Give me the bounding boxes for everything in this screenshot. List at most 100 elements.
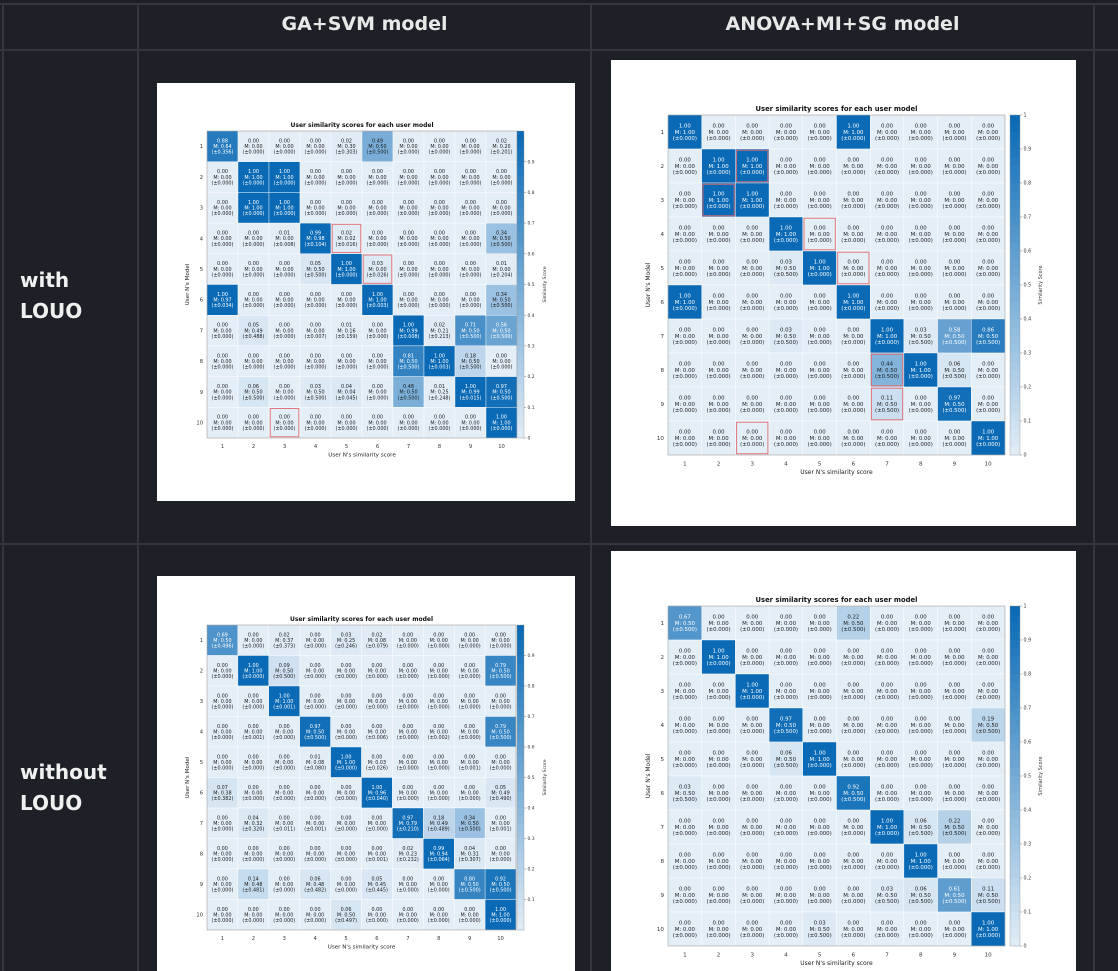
cell-spread-label: (±0.500): [942, 374, 966, 380]
cell-spread-label: (±0.000): [740, 238, 764, 244]
cell-median-label: M: 0.50: [911, 825, 932, 831]
cell-median-label: M: 0.00: [213, 205, 231, 211]
cell-spread-label: (±0.000): [942, 627, 966, 633]
cell-median-label: M: 0.00: [399, 205, 417, 211]
heatmap-cell: [903, 216, 938, 252]
colorbar-segment: [1010, 387, 1020, 396]
x-tick-label: 2: [717, 953, 721, 959]
cell-spread-label: (±0.000): [942, 797, 966, 803]
cell-value-label: 0.06: [248, 384, 259, 390]
heatmap-cell: [330, 624, 362, 656]
cell-value-label: 1.00: [746, 683, 759, 689]
cell-median-label: M: 0.00: [843, 757, 864, 763]
cell-value-label: 0.00: [433, 663, 444, 669]
cell-value-label: 0.97: [402, 815, 413, 821]
cell-value-label: 0.00: [948, 158, 961, 164]
y-tick-label: 4: [660, 723, 664, 729]
cell-median-label: M: 0.00: [399, 699, 417, 705]
cell-median-label: M: 0.00: [708, 130, 729, 136]
cell-median-label: M: 0.00: [978, 757, 999, 763]
cell-value-label: 0.00: [982, 124, 995, 130]
cell-value-label: 0.00: [465, 415, 476, 421]
colorbar-tick-label: 0.6: [528, 251, 535, 257]
cell-value-label: 0.00: [372, 169, 383, 175]
colorbar-segment: [517, 315, 524, 324]
cell-spread-label: (±0.000): [335, 766, 357, 772]
cell-spread-label: (±0.000): [875, 763, 899, 769]
colorbar-segment: [1010, 251, 1020, 260]
cell-median-label: M: 0.23: [399, 851, 417, 857]
cell-value-label: 0.00: [780, 396, 793, 402]
cell-median-label: M: 0.31: [460, 851, 478, 857]
cell-value-label: 0.00: [847, 192, 860, 198]
cell-median-label: M: 0.00: [461, 298, 479, 304]
cell-median-label: M: 0.20: [492, 144, 510, 150]
heatmap-cell: [206, 868, 239, 900]
heatmap-cell: [971, 809, 1006, 845]
cell-spread-label: (±0.026): [366, 766, 388, 772]
cell-median-label: M: 0.00: [368, 821, 386, 827]
colorbar-segment: [1010, 344, 1020, 354]
cell-value-label: 0.00: [248, 292, 259, 298]
colorbar-segment: [1010, 446, 1020, 456]
heatmap-cell: [484, 655, 517, 687]
plot-frame: [206, 624, 517, 931]
cell-value-label: 0.00: [310, 169, 321, 175]
x-tick-label: 7: [885, 953, 889, 959]
cell-median-label: M: 0.00: [843, 368, 864, 374]
cell-spread-label: (±0.000): [706, 865, 730, 871]
cell-spread-label: (±0.015): [460, 395, 482, 401]
cell-spread-label: (±0.000): [740, 933, 764, 939]
col-header-anova: ANOVA+MI+SG model: [725, 13, 960, 35]
cell-value-label: 0.00: [780, 615, 793, 621]
cell-median-label: M: 0.00: [306, 638, 324, 644]
x-tick-label: 3: [750, 953, 754, 959]
cell-value-label: 0.00: [341, 876, 352, 882]
cell-value-label: 0.00: [780, 649, 793, 655]
row-header-line: without: [20, 760, 107, 784]
colorbar-tick-label: 0.3: [528, 836, 535, 842]
cell-value-label: 0.00: [465, 231, 476, 237]
heatmap-cell: [237, 868, 270, 900]
cell-value-label: 0.00: [217, 231, 228, 237]
cell-spread-label: (±0.003): [429, 365, 451, 371]
cell-median-label: M: 0.00: [810, 300, 831, 306]
cell-spread-label: (±0.000): [273, 918, 295, 924]
heatmap-cell: [701, 605, 736, 641]
cell-median-label: M: 0.00: [944, 164, 965, 170]
y-tick-label: 5: [200, 760, 203, 766]
colorbar-segment: [1010, 793, 1020, 802]
cell-spread-label: (±0.232): [397, 857, 419, 863]
y-tick-label: 5: [200, 267, 203, 273]
cell-value-label: 0.00: [341, 169, 352, 175]
cell-spread-label: (±0.000): [335, 735, 357, 741]
heatmap-cell: [423, 284, 456, 316]
cell-spread-label: (±0.011): [273, 827, 295, 833]
cell-spread-label: (±0.000): [273, 735, 295, 741]
cell-value-label: 0.00: [433, 907, 444, 913]
heatmap-cell: [735, 114, 770, 150]
cell-value-label: 0.00: [881, 615, 894, 621]
colorbar-segment: [517, 853, 524, 862]
cell-value-label: 0.58: [948, 328, 961, 334]
colorbar-segment: [1010, 606, 1020, 615]
heatmap-cell: [701, 911, 736, 947]
heatmap-cell: [454, 314, 487, 347]
heatmap-cell: [971, 741, 1006, 777]
cell-value-label: 0.00: [679, 192, 692, 198]
cell-value-label: 0.00: [915, 683, 928, 689]
heatmap-cell: [836, 605, 871, 641]
colorbar-segment: [517, 345, 524, 355]
cell-spread-label: (±0.000): [740, 831, 764, 837]
heatmap-cell: [701, 707, 736, 743]
cell-spread-label: (±0.000): [673, 306, 697, 312]
colorbar-segment: [1010, 268, 1020, 277]
heatmap-cell: [423, 376, 456, 408]
heatmap-cell: [454, 868, 486, 900]
cell-value-label: 0.00: [713, 921, 726, 927]
cell-value-label: 0.00: [847, 887, 860, 893]
heatmap-cell: [701, 843, 736, 879]
cell-spread-label: (±0.000): [808, 831, 832, 837]
heatmap-cell: [768, 673, 804, 709]
cell-median-label: M: 0.00: [708, 334, 729, 340]
